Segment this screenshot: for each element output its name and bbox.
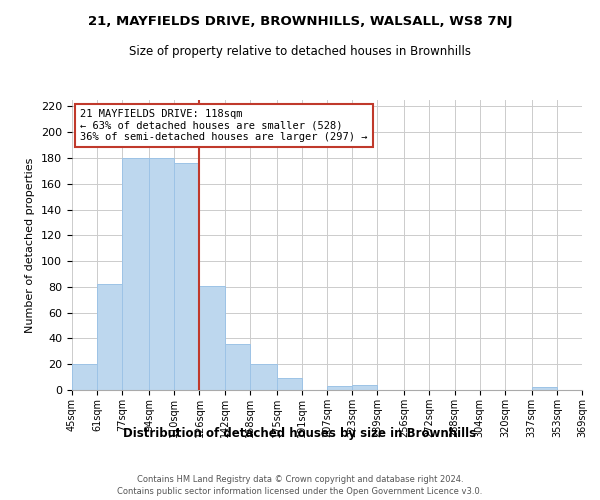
Bar xyxy=(199,286,224,390)
Bar xyxy=(327,386,352,390)
Bar xyxy=(352,385,377,390)
Bar xyxy=(224,344,250,390)
Text: Contains public sector information licensed under the Open Government Licence v3: Contains public sector information licen… xyxy=(118,488,482,496)
Y-axis label: Number of detached properties: Number of detached properties xyxy=(25,158,35,332)
Text: Distribution of detached houses by size in Brownhills: Distribution of detached houses by size … xyxy=(124,428,476,440)
Bar xyxy=(250,364,277,390)
Bar xyxy=(97,284,122,390)
Text: 21 MAYFIELDS DRIVE: 118sqm
← 63% of detached houses are smaller (528)
36% of sem: 21 MAYFIELDS DRIVE: 118sqm ← 63% of deta… xyxy=(80,109,367,142)
Text: Size of property relative to detached houses in Brownhills: Size of property relative to detached ho… xyxy=(129,45,471,58)
Text: 21, MAYFIELDS DRIVE, BROWNHILLS, WALSALL, WS8 7NJ: 21, MAYFIELDS DRIVE, BROWNHILLS, WALSALL… xyxy=(88,15,512,28)
Bar xyxy=(149,158,175,390)
Bar xyxy=(277,378,302,390)
Text: Contains HM Land Registry data © Crown copyright and database right 2024.: Contains HM Land Registry data © Crown c… xyxy=(137,475,463,484)
Bar xyxy=(532,388,557,390)
Bar xyxy=(72,364,97,390)
Bar xyxy=(175,163,199,390)
Bar xyxy=(122,158,149,390)
